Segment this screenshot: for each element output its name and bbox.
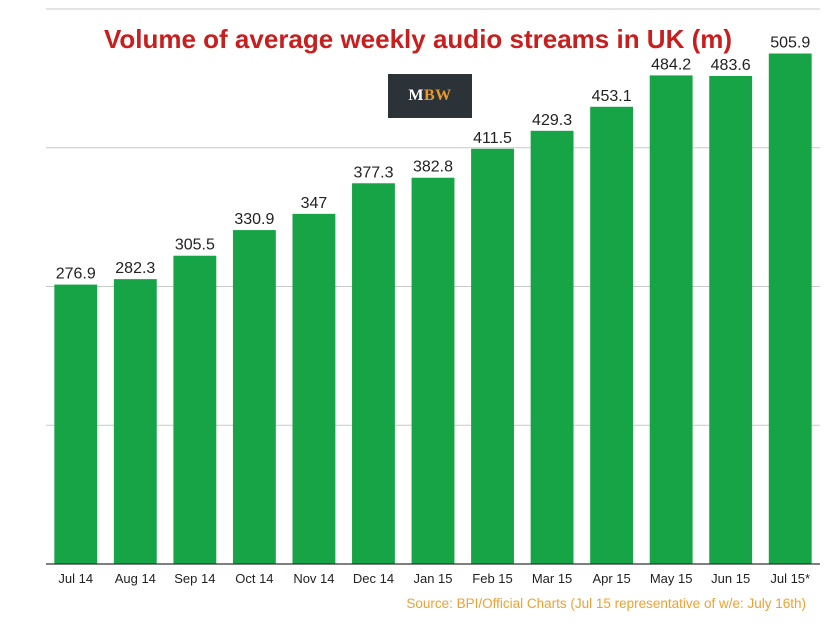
bar-value-label: 382.8 — [413, 159, 453, 176]
bar — [590, 106, 634, 564]
bar — [649, 75, 693, 564]
bar — [411, 177, 455, 564]
x-tick-label: Sep 14 — [174, 571, 215, 586]
x-tick-label: Feb 15 — [472, 571, 512, 586]
bar-value-label: 411.5 — [473, 130, 512, 147]
x-tick-label: Nov 14 — [293, 571, 334, 586]
x-tick-label: Mar 15 — [532, 571, 572, 586]
bar-value-label: 505.9 — [770, 35, 810, 52]
x-tick-label: Dec 14 — [353, 571, 394, 586]
bar — [113, 279, 157, 564]
bar-value-label: 483.6 — [711, 57, 751, 74]
logo-m: M — [408, 87, 424, 104]
bar — [530, 130, 574, 564]
x-tick-label: Aug 14 — [115, 571, 156, 586]
bar — [471, 148, 514, 564]
bar-value-label: 276.9 — [56, 266, 96, 283]
bar-value-label: 282.3 — [115, 260, 155, 277]
bar-value-label: 347 — [301, 195, 328, 212]
mbw-logo-text: MBW — [408, 87, 451, 105]
x-tick-label: Apr 15 — [592, 571, 630, 586]
x-tick-label: Jul 15* — [770, 571, 810, 586]
logo-bw: BW — [423, 87, 452, 104]
x-tick-label: Jul 14 — [58, 571, 93, 586]
bar — [768, 53, 812, 564]
chart-title: Volume of average weekly audio streams i… — [103, 24, 733, 54]
x-tick-label-layer: Jul 14 Aug 14 Sep 14 Oct 14 Nov 14 Dec 14 Jan … — [58, 571, 810, 586]
bar-value-label: 305.5 — [175, 237, 215, 254]
bar-value-label: 484.2 — [651, 56, 691, 73]
bar — [352, 183, 395, 564]
bar — [292, 213, 336, 564]
bar — [54, 284, 98, 564]
x-tick-label: Oct 14 — [235, 571, 273, 586]
bar — [232, 230, 276, 565]
bar-layer — [54, 53, 812, 565]
x-tick-label: May 15 — [650, 571, 693, 586]
bar-value-label: 330.9 — [234, 211, 274, 228]
bar-value-label: 429.3 — [532, 112, 572, 129]
bar — [709, 76, 753, 565]
bar-value-label: 377.3 — [353, 164, 393, 181]
x-tick-label: Jun 15 — [711, 571, 750, 586]
bar-value-label: 453.1 — [592, 88, 632, 105]
bar — [173, 255, 217, 565]
mbw-logo: MBW — [388, 74, 472, 118]
source-note: Source: BPI/Official Charts (Jul 15 repr… — [406, 596, 806, 611]
x-tick-label: Jan 15 — [413, 571, 452, 586]
value-label-layer: 276.9 282.3 305.5 330.9 347 377.3 382.8 411.5 42… — [54, 33, 812, 284]
